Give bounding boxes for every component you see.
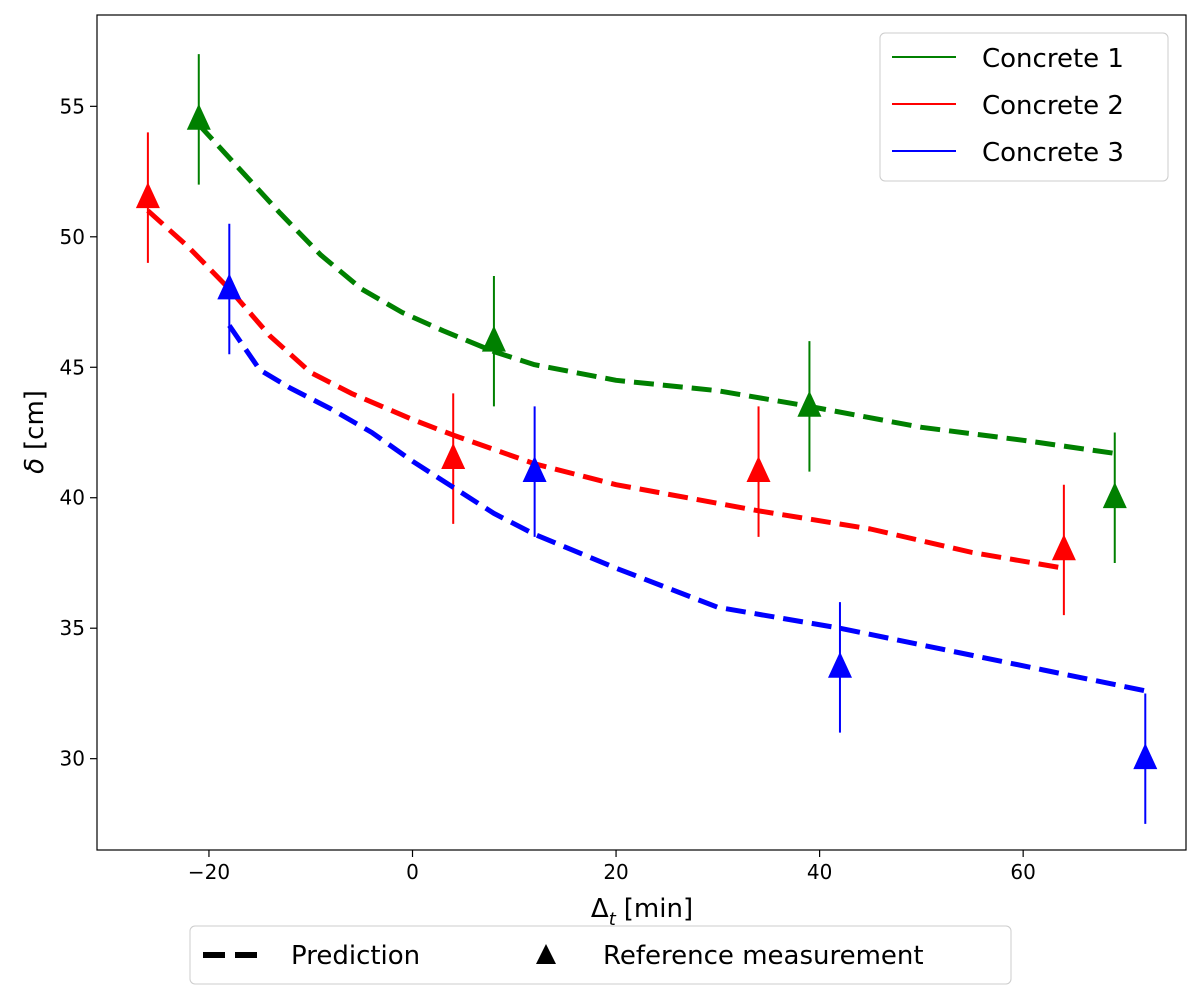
y-tick-label: 45	[60, 355, 85, 379]
measurement-marker-concrete-3	[1133, 743, 1158, 770]
legend-label-concrete-1: Concrete 1	[982, 44, 1124, 74]
y-axis-unit: [cm]	[20, 390, 50, 450]
legend-style-frame	[189, 925, 1012, 985]
legend-style: Prediction Reference measurement	[189, 925, 1012, 985]
measurement-marker-concrete-2	[746, 456, 771, 482]
series-layer	[135, 54, 1158, 824]
y-tick-label: 50	[60, 225, 85, 249]
measurement-marker-concrete-1	[797, 390, 822, 417]
prediction-line-concrete-3	[227, 324, 1146, 694]
measurement-marker-concrete-2	[441, 443, 466, 469]
x-tick-label: 60	[1010, 860, 1035, 884]
x-tick-label: 40	[807, 860, 832, 884]
plot-frame	[96, 14, 1187, 851]
measurement-marker-concrete-3	[522, 456, 547, 482]
x-axis-label: Δt [min]	[591, 894, 693, 930]
series-concrete-1	[186, 54, 1127, 563]
series-concrete-2	[135, 132, 1076, 616]
measurement-marker-concrete-3	[828, 651, 852, 678]
legend-label-concrete-3: Concrete 3	[982, 138, 1124, 168]
y-axis-symbol: δ	[20, 458, 50, 474]
y-axis-label: δ [cm]	[20, 390, 50, 474]
legend-label-concrete-2: Concrete 2	[982, 91, 1124, 121]
legend-series: Concrete 1 Concrete 2 Concrete 3	[879, 32, 1169, 182]
x-tick-label: −20	[188, 860, 230, 884]
x-tick-label: 0	[406, 860, 419, 884]
y-tick-label: 30	[60, 747, 85, 771]
x-axis-unit: [min]	[624, 894, 693, 924]
x-axis-symbol: Δ	[591, 894, 609, 924]
measurement-marker-concrete-2	[135, 182, 160, 209]
series-concrete-3	[217, 223, 1158, 824]
y-tick-label: 55	[60, 94, 85, 118]
measurement-marker-concrete-3	[217, 273, 242, 300]
y-tick-label: 40	[60, 486, 85, 510]
measurement-marker-concrete-2	[1051, 534, 1076, 561]
legend-swatch-measurement	[536, 944, 556, 964]
x-tick-label: 20	[603, 860, 628, 884]
measurement-marker-concrete-1	[1102, 482, 1127, 509]
x-axis-subscript: t	[609, 909, 617, 930]
prediction-line-concrete-2	[146, 208, 1065, 571]
measurement-marker-concrete-1	[481, 325, 506, 352]
measurement-marker-concrete-1	[186, 103, 211, 130]
legend-label-prediction: Prediction	[291, 941, 420, 971]
axes-layer: −20 0 20 40 60 30 35 40 45 50 55	[60, 94, 1036, 884]
legend-series-frame	[879, 32, 1169, 182]
legend-label-measurement: Reference measurement	[603, 941, 924, 971]
y-tick-label: 35	[60, 616, 85, 640]
